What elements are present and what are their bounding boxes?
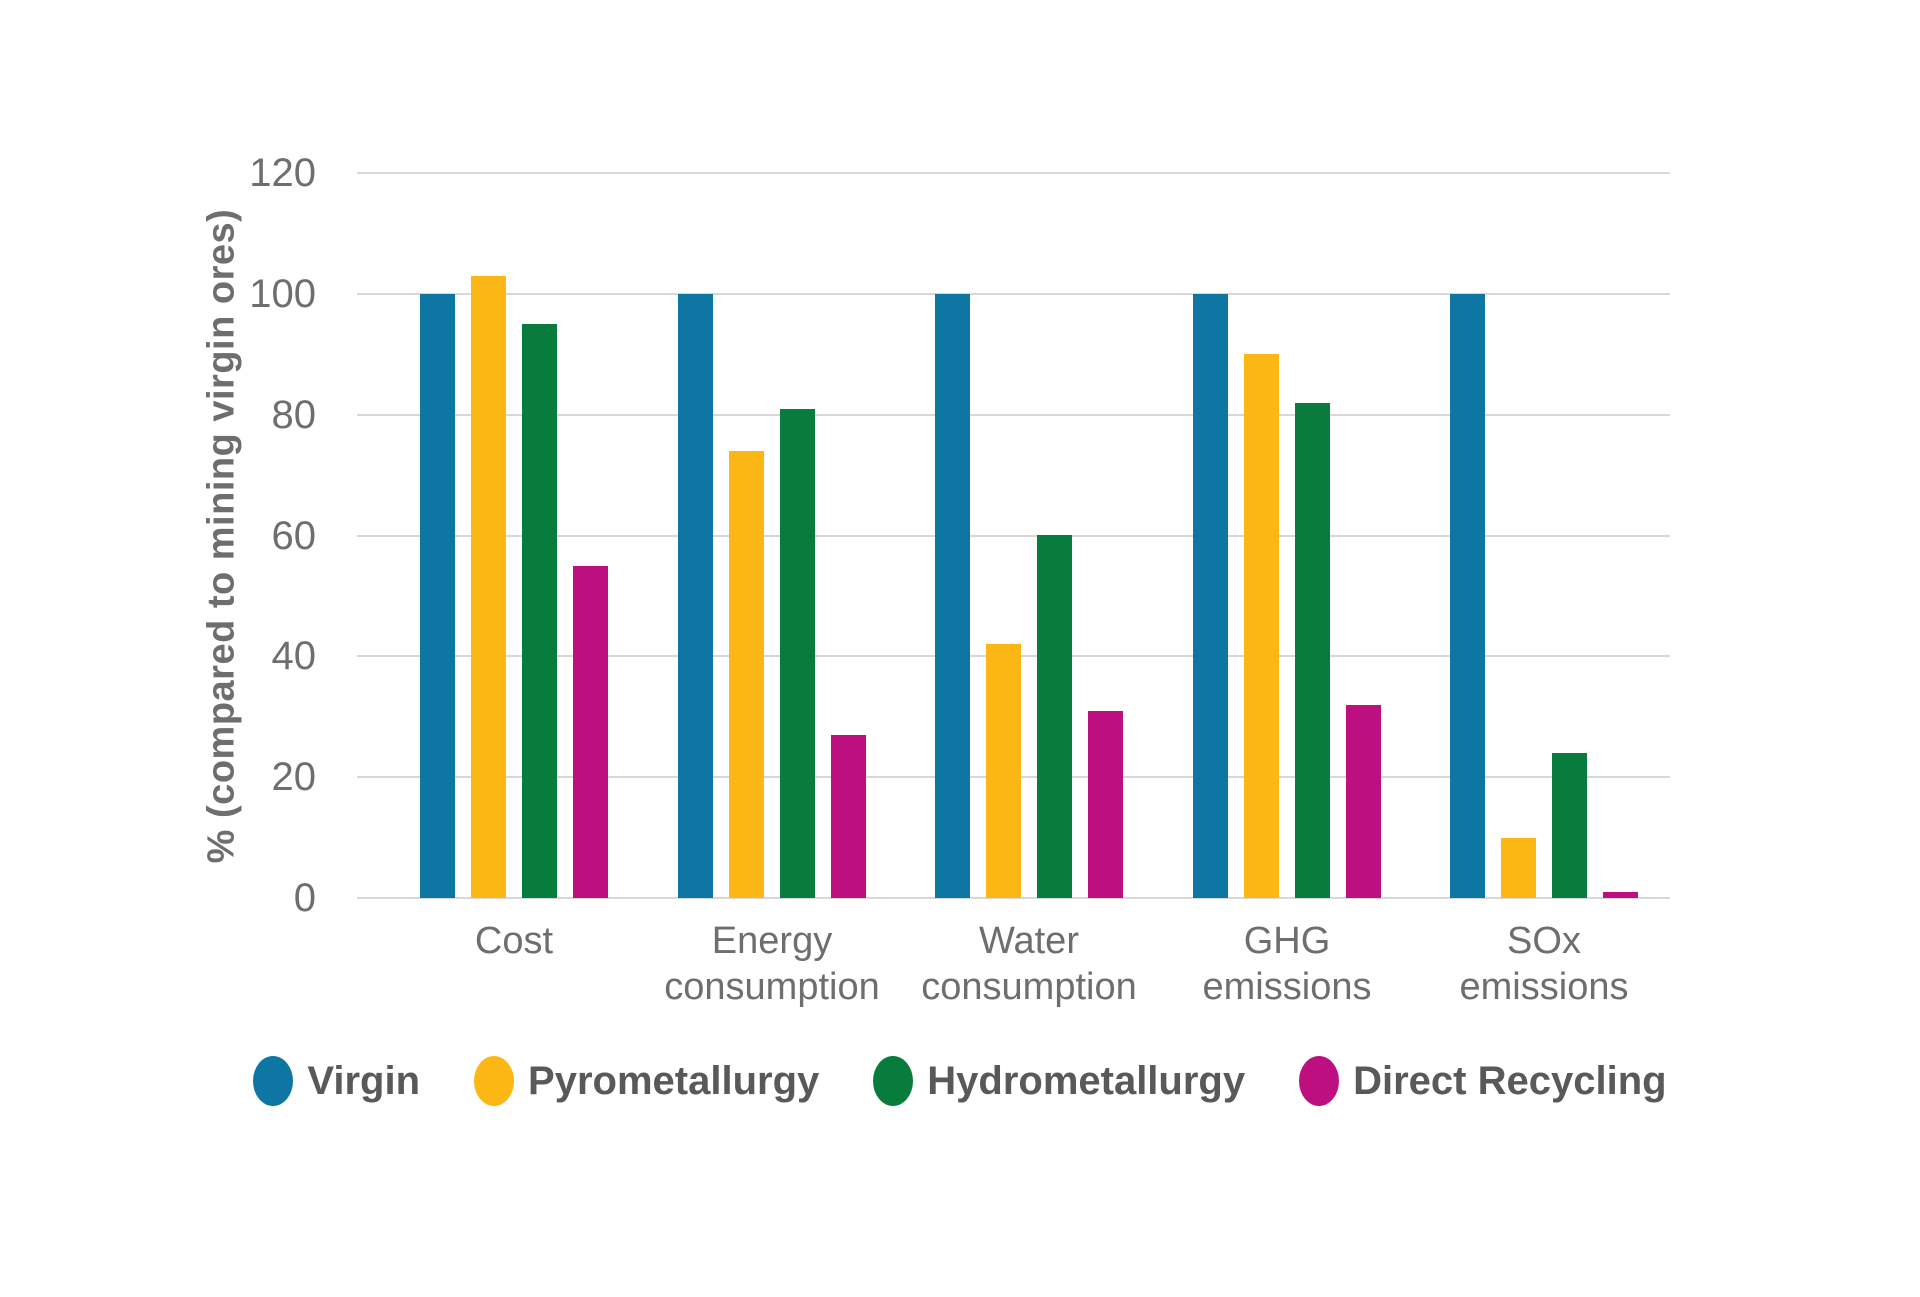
bar-hydrometallurgy-energy-consumption	[780, 409, 815, 898]
gridline-y-120	[357, 172, 1670, 174]
x-category-label: Cost	[474, 920, 554, 962]
gridline-y-80	[357, 413, 1670, 416]
legend-item-direct-recycling: Direct Recycling	[1299, 1056, 1667, 1106]
bar-direct-recycling-cost	[573, 566, 608, 898]
y-tick-label: 0	[293, 876, 316, 920]
bar-pyrometallurgy-water-consumption	[986, 644, 1021, 898]
legend-item-pyrometallurgy: Pyrometallurgy	[474, 1056, 819, 1106]
x-category-label: Energy consumption	[664, 920, 880, 1008]
legend-label: Direct Recycling	[1353, 1058, 1667, 1103]
chart-legend: Virgin Pyrometallurgy Hydrometallurgy Direc…	[0, 1056, 1920, 1106]
x-category-label: Water consumption	[921, 920, 1137, 1008]
gridline-y-100	[357, 292, 1670, 295]
bar-virgin-sox-emissions	[1450, 294, 1485, 898]
x-category-label: GHG emissions	[1202, 920, 1372, 1008]
bar-direct-recycling-energy-consumption	[831, 735, 866, 898]
gridline-y-60	[357, 534, 1670, 537]
legend-item-hydrometallurgy: Hydrometallurgy	[873, 1056, 1245, 1106]
y-tick-label: 120	[249, 151, 316, 195]
legend-dot-icon	[873, 1056, 914, 1106]
bar-direct-recycling-water-consumption	[1088, 711, 1123, 898]
legend-label: Virgin	[307, 1058, 421, 1103]
plot-area	[357, 172, 1670, 899]
bar-hydrometallurgy-sox-emissions	[1552, 753, 1587, 898]
y-tick-label: 40	[271, 634, 317, 679]
x-category-label: SOx emissions	[1459, 920, 1629, 1008]
gridline-y-0	[357, 897, 1670, 899]
bar-hydrometallurgy-cost	[522, 324, 557, 898]
bar-pyrometallurgy-sox-emissions	[1501, 838, 1536, 898]
y-tick-label: 20	[271, 755, 317, 800]
y-tick-label: 60	[271, 513, 317, 558]
bar-virgin-cost	[420, 294, 455, 898]
bar-hydrometallurgy-ghg-emissions	[1295, 403, 1330, 898]
bar-pyrometallurgy-energy-consumption	[729, 451, 764, 898]
y-tick-label: 100	[249, 271, 316, 316]
y-tick-label: 80	[271, 392, 317, 437]
legend-dot-icon	[253, 1056, 294, 1106]
bar-virgin-energy-consumption	[678, 294, 713, 898]
bar-virgin-water-consumption	[935, 294, 970, 898]
bar-pyrometallurgy-cost	[471, 276, 506, 898]
legend-dot-icon	[1299, 1056, 1340, 1106]
bar-hydrometallurgy-water-consumption	[1037, 535, 1072, 898]
legend-dot-icon	[474, 1056, 515, 1106]
bar-virgin-ghg-emissions	[1193, 294, 1228, 898]
bar-direct-recycling-ghg-emissions	[1346, 705, 1381, 898]
bar-direct-recycling-sox-emissions	[1603, 892, 1638, 898]
legend-label: Hydrometallurgy	[927, 1058, 1246, 1103]
bar-pyrometallurgy-ghg-emissions	[1244, 354, 1279, 898]
legend-item-virgin: Virgin	[253, 1056, 420, 1106]
legend-label: Pyrometallurgy	[528, 1058, 820, 1103]
